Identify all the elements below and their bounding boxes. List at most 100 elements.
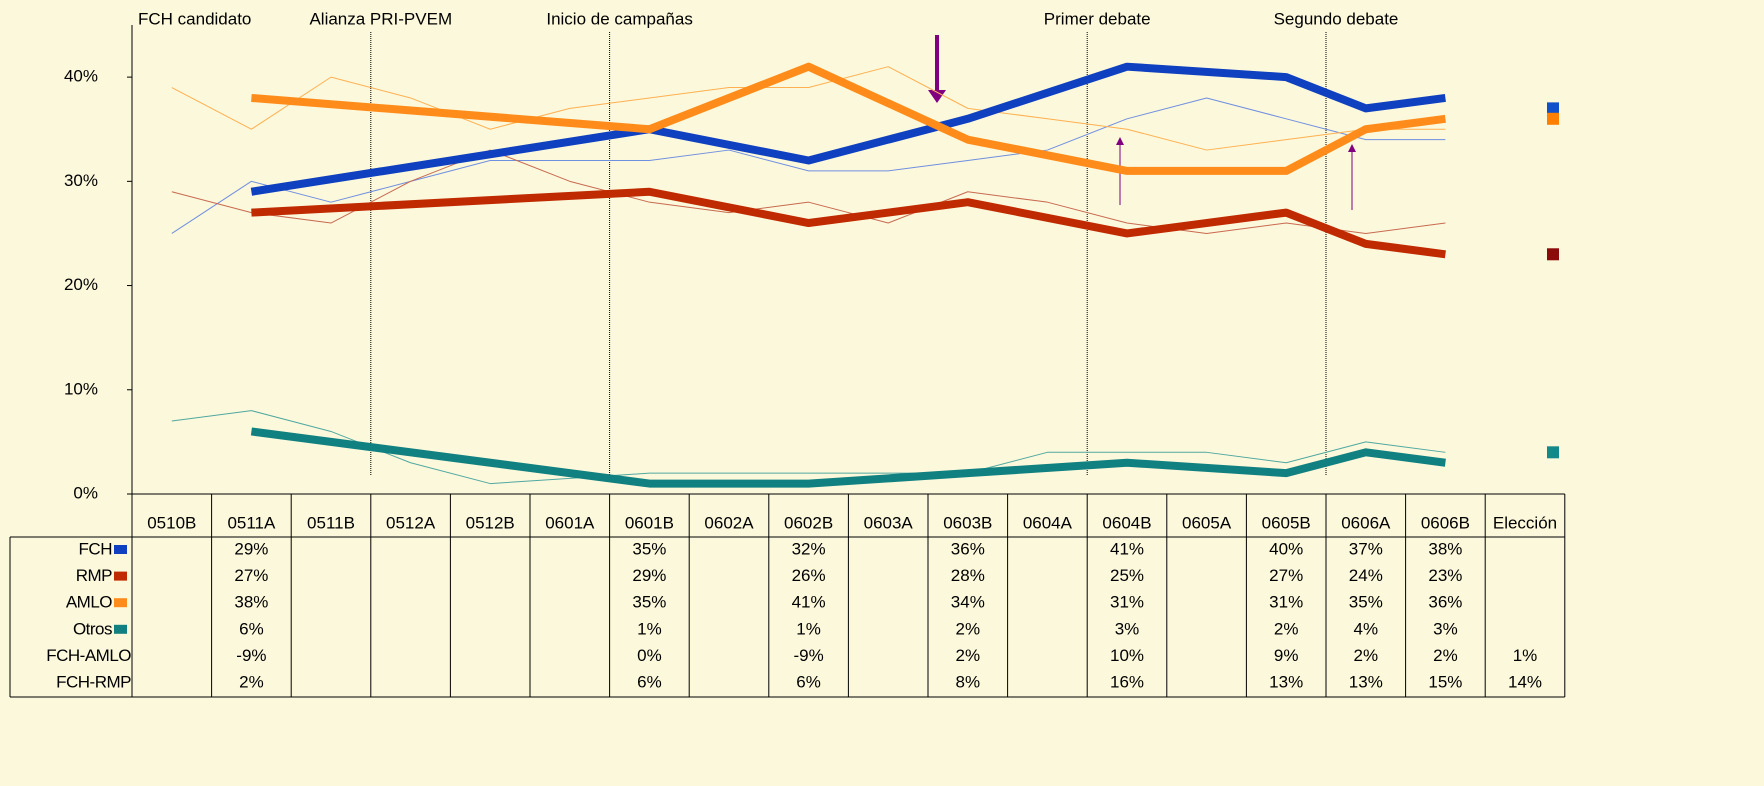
table-cell: 0% (637, 646, 662, 665)
line (171, 66, 1446, 151)
table-cell: 26% (792, 566, 826, 585)
legend-key (114, 571, 127, 581)
table-cell: 2% (239, 672, 264, 691)
x-tick-label: 0510B (147, 513, 196, 532)
x-tick-label: 0605B (1262, 513, 1311, 532)
table-cell: 15% (1428, 672, 1462, 691)
arrow-head (1116, 137, 1124, 145)
table-cell: 41% (792, 593, 826, 612)
y-tick-label: 40% (64, 67, 98, 86)
y-tick-label: 0% (73, 483, 98, 502)
table-cell: 2% (1354, 646, 1379, 665)
table-cell: 35% (632, 539, 666, 558)
line (250, 427, 1446, 488)
legend-label: RMP (76, 566, 112, 585)
table-cell: 2% (1433, 646, 1458, 665)
table-cell: 3% (1115, 619, 1140, 638)
table-cell: 28% (951, 566, 985, 585)
table-cell: 36% (951, 539, 985, 558)
legend-label: Otros (73, 619, 112, 638)
table-cell: 16% (1110, 672, 1144, 691)
table-cell: 1% (796, 619, 821, 638)
table-cell: 1% (637, 619, 662, 638)
election-marker (1547, 102, 1559, 115)
event-label: Inicio de campañas (546, 9, 692, 28)
table-cell: 41% (1110, 539, 1144, 558)
x-tick-label: 0606B (1421, 513, 1470, 532)
table-cell: 36% (1428, 593, 1462, 612)
table-cell: 37% (1349, 539, 1383, 558)
election-marker (1547, 248, 1559, 261)
legend-label: FCH (79, 539, 112, 558)
table-cell: 40% (1269, 539, 1303, 558)
legend-key (114, 624, 127, 634)
election-marker (1547, 112, 1559, 125)
row-label: FCH-RMP (56, 672, 131, 691)
x-tick-label: 0604B (1102, 513, 1151, 532)
event-label: Alianza PRI-PVEM (309, 9, 452, 28)
table-cell: 13% (1269, 672, 1303, 691)
x-tick-label: 0602B (784, 513, 833, 532)
table-cell: 2% (1274, 619, 1299, 638)
line (251, 62, 1446, 175)
table-cell: 29% (234, 539, 268, 558)
x-tick-label: 0603A (864, 513, 914, 532)
election-marker (1547, 446, 1559, 459)
table-cell: 35% (632, 593, 666, 612)
table-cell: -9% (236, 646, 266, 665)
x-tick-label: 0512A (386, 513, 436, 532)
line (250, 62, 1446, 196)
x-tick-label: 0601A (545, 513, 595, 532)
table-cell: 6% (239, 619, 264, 638)
table-cell: 2% (956, 619, 981, 638)
table-cell: 32% (792, 539, 826, 558)
table-cell: 8% (956, 672, 981, 691)
legend-key (114, 598, 127, 608)
table-cell: 38% (1428, 539, 1462, 558)
table-cell: 9% (1274, 646, 1299, 665)
arrow-head (928, 90, 946, 103)
arrow-head (1348, 144, 1356, 152)
x-tick-label: Elección (1493, 513, 1557, 532)
table-cell: 35% (1349, 593, 1383, 612)
table-cell: 23% (1428, 566, 1462, 585)
arrows (928, 35, 1356, 210)
legend-key (114, 545, 127, 554)
x-tick-label: 0605A (1182, 513, 1232, 532)
x-tick-label: 0603B (943, 513, 992, 532)
event-label: Primer debate (1044, 9, 1151, 28)
x-tick-label: 0604A (1023, 513, 1073, 532)
table-cell: 29% (632, 566, 666, 585)
table-cell: 4% (1354, 619, 1379, 638)
table-cell: 27% (1269, 566, 1303, 585)
table-cell: 27% (234, 566, 268, 585)
table-cell: 1% (1513, 646, 1538, 665)
x-tick-label: 0601B (625, 513, 674, 532)
table-cell: 31% (1110, 593, 1144, 612)
x-tick-label: 0511A (227, 513, 276, 532)
table-cell: 3% (1433, 619, 1458, 638)
legend-label: AMLO (66, 593, 112, 612)
table-cell: 10% (1110, 646, 1144, 665)
table-cell: 34% (951, 593, 985, 612)
line (251, 187, 1446, 259)
table-cell: 38% (234, 593, 268, 612)
x-tick-label: 0606A (1341, 513, 1391, 532)
x-tick-label: 0512B (466, 513, 515, 532)
y-tick-label: 30% (64, 171, 98, 190)
table-cell: 25% (1110, 566, 1144, 585)
table-cell: -9% (793, 646, 823, 665)
table-cell: 2% (956, 646, 981, 665)
x-tick-label: 0511B (307, 513, 355, 532)
table-cell: 6% (796, 672, 821, 691)
table-cell: 31% (1269, 593, 1303, 612)
y-tick-label: 10% (64, 379, 98, 398)
table-cell: 6% (637, 672, 662, 691)
table-cell: 14% (1508, 672, 1542, 691)
table-cell: 24% (1349, 566, 1383, 585)
row-label: FCH-AMLO (46, 646, 131, 665)
line (171, 149, 1446, 234)
y-tick-label: 20% (64, 275, 98, 294)
